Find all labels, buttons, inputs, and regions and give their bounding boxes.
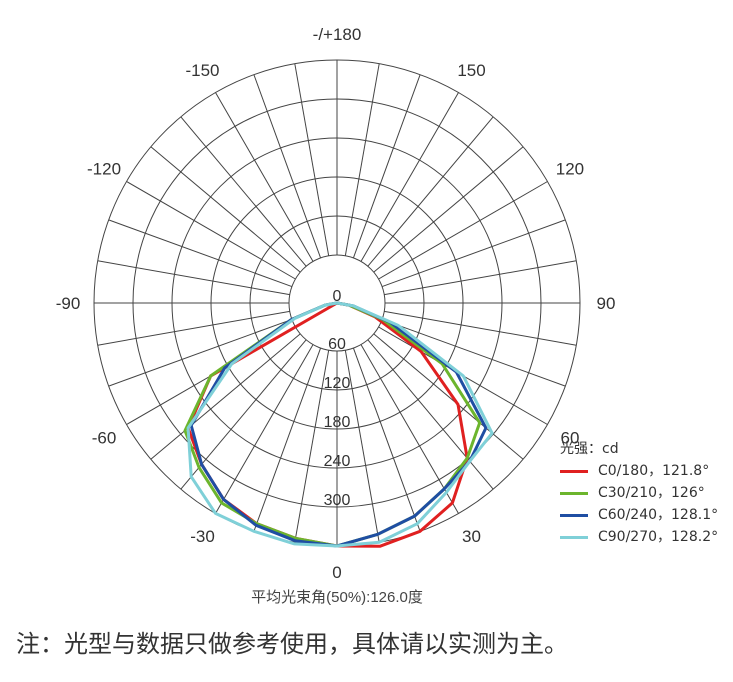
angle-label-right: 30 xyxy=(462,527,481,546)
grid-spoke xyxy=(367,116,494,267)
disclaimer-note: 注：光型与数据只做参考使用，具体请以实测为主。 xyxy=(16,630,568,658)
polar-grid xyxy=(93,59,581,547)
grid-spoke xyxy=(352,347,421,532)
grid-spoke xyxy=(378,181,548,280)
angle-label-right: 90 xyxy=(597,294,616,313)
grid-spoke xyxy=(294,350,330,543)
legend-label: C0/180，121.8° xyxy=(598,463,710,479)
grid-spoke xyxy=(150,333,301,460)
legend: 光强：cd C0/180，121.8° C30/210，126° C60/240… xyxy=(560,438,718,548)
grid-spoke xyxy=(384,260,577,296)
radial-tick-label: 240 xyxy=(324,453,351,470)
grid-spoke xyxy=(294,63,330,256)
grid-spoke xyxy=(360,92,459,262)
chart-caption: 平均光束角(50%):126.0度 xyxy=(251,589,423,606)
curve-3 xyxy=(186,301,494,548)
radial-tick-label: 120 xyxy=(324,375,351,392)
legend-swatch xyxy=(560,469,588,473)
grid-spoke xyxy=(108,318,293,387)
legend-item-c60: C60/240，128.1° xyxy=(560,504,718,526)
angle-label-right: 150 xyxy=(457,61,485,80)
grid-spoke xyxy=(180,116,307,267)
legend-title: 光强：cd xyxy=(560,441,619,457)
grid-spoke xyxy=(108,219,293,288)
grid-spoke xyxy=(150,146,301,273)
grid-spoke xyxy=(253,347,322,532)
grid-spoke xyxy=(253,74,322,259)
grid-spoke xyxy=(373,146,524,273)
legend-swatch xyxy=(560,491,588,495)
grid-spoke xyxy=(344,350,380,543)
legend-item-c90: C90/270，128.2° xyxy=(560,526,718,548)
grid-spoke xyxy=(352,74,421,259)
legend-item-c0: C0/180，121.8° xyxy=(560,460,718,482)
angle-label-right: 120 xyxy=(556,160,584,179)
grid-spoke xyxy=(97,310,290,346)
grid-spoke xyxy=(367,339,494,490)
legend-swatch xyxy=(560,513,588,517)
radial-tick-label: 300 xyxy=(324,492,351,509)
angle-label-right: 60 xyxy=(560,429,579,448)
grid-spoke xyxy=(373,333,524,460)
grid-spoke xyxy=(381,318,566,387)
intensity-curves xyxy=(183,301,494,548)
grid-spoke xyxy=(215,92,314,262)
grid-spoke xyxy=(97,260,290,296)
angle-label-left: -90 xyxy=(56,294,81,313)
angle-label-left: -120 xyxy=(87,160,121,179)
legend-item-c30: C30/210，126° xyxy=(560,482,718,504)
grid-spoke xyxy=(381,219,566,288)
angle-label-left: -150 xyxy=(185,61,219,80)
radial-tick-label: 180 xyxy=(324,414,351,431)
angle-label-top: -/+180 xyxy=(313,25,362,44)
grid-spoke xyxy=(360,344,459,514)
radial-tick-label: 0 xyxy=(333,288,342,305)
angle-label-left: -60 xyxy=(92,429,117,448)
grid-spoke xyxy=(126,181,296,280)
axis-labels: -/+180-150-120-90-60-3015012090603000601… xyxy=(56,25,616,582)
legend-label: C60/240，128.1° xyxy=(598,507,719,523)
legend-label: C90/270，128.2° xyxy=(598,529,719,545)
polar-chart: -/+180-150-120-90-60-3015012090603000601… xyxy=(56,25,616,606)
legend-label: C30/210，126° xyxy=(598,485,705,501)
grid-spoke xyxy=(344,63,380,256)
angle-label-bottom: 0 xyxy=(332,563,341,582)
grid-spoke xyxy=(215,344,314,514)
radial-tick-label: 60 xyxy=(328,336,346,353)
angle-label-left: -30 xyxy=(190,527,215,546)
legend-swatch xyxy=(560,535,588,539)
grid-spoke xyxy=(384,310,577,346)
